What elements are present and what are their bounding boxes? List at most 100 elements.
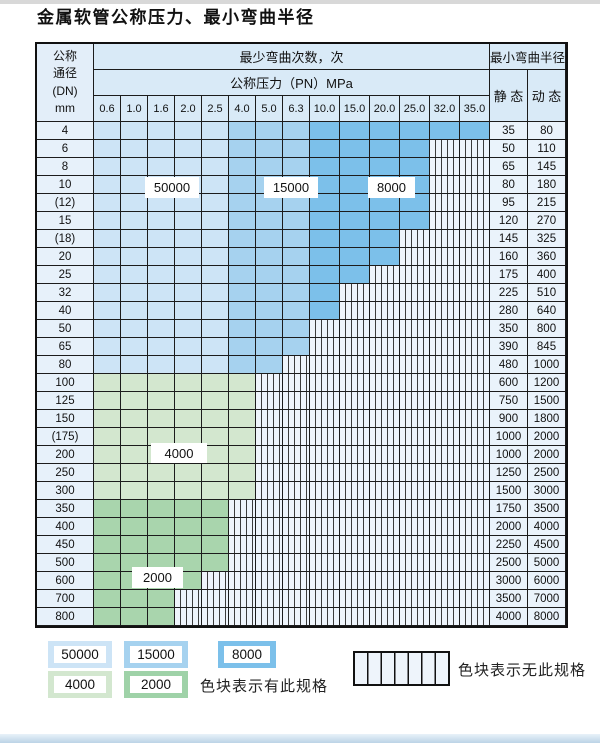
pressure-cell-available [310, 284, 340, 302]
pressure-cell-no-spec [430, 464, 460, 482]
pressure-cell-no-spec [370, 356, 400, 374]
pressure-cell-available [148, 302, 175, 320]
pressure-cell-available [202, 176, 229, 194]
pressure-cell-no-spec [340, 428, 370, 446]
static-value-cell: 120 [490, 212, 528, 230]
static-value-cell: 35 [490, 122, 528, 140]
pressure-cell-available [175, 266, 202, 284]
pressure-cell-available [229, 302, 256, 320]
pressure-cell-no-spec [400, 554, 430, 572]
pressure-cell-available [121, 374, 148, 392]
pressure-cell-no-spec [400, 374, 430, 392]
static-value-cell: 2500 [490, 554, 528, 572]
dynamic-value-cell: 400 [528, 266, 566, 284]
pressure-cell-no-spec [430, 482, 460, 500]
pressure-cell-available [175, 536, 202, 554]
pressure-cell-no-spec [370, 518, 400, 536]
pressure-cell-no-spec [430, 230, 460, 248]
pressure-cell-available [94, 248, 121, 266]
pressure-cell-available [175, 482, 202, 500]
pressure-cell-no-spec [202, 608, 229, 626]
dynamic-value-cell: 110 [528, 140, 566, 158]
dn-cell: 100 [37, 374, 94, 392]
zone-label-8000: 8000 [368, 177, 415, 198]
pressure-cell-available [202, 554, 229, 572]
pressure-cell-available [175, 140, 202, 158]
pressure-cell-no-spec [340, 482, 370, 500]
pressure-cell-available [370, 122, 400, 140]
dn-cell: 4 [37, 122, 94, 140]
pressure-cell-no-spec [283, 554, 310, 572]
pressure-cell-no-spec [460, 554, 490, 572]
pressure-cell-available [175, 230, 202, 248]
dynamic-value-cell: 360 [528, 248, 566, 266]
pressure-cell-no-spec [370, 302, 400, 320]
pressure-cell-no-spec [400, 536, 430, 554]
pressure-cell-no-spec [340, 410, 370, 428]
pressure-cell-available [121, 536, 148, 554]
dn-cell: 125 [37, 392, 94, 410]
legend-swatch-15000: 15000 [124, 641, 188, 668]
pressure-cell-no-spec [310, 608, 340, 626]
pressure-cell-no-spec [229, 608, 256, 626]
pressure-cell-available [340, 194, 370, 212]
dynamic-value-cell: 4000 [528, 518, 566, 536]
static-value-cell: 480 [490, 356, 528, 374]
pressure-cell-no-spec [310, 392, 340, 410]
pressure-cell-no-spec [430, 140, 460, 158]
static-value-cell: 175 [490, 266, 528, 284]
pressure-cell-no-spec [430, 392, 460, 410]
pressure-cell-available [148, 536, 175, 554]
pressure-cell-no-spec [229, 518, 256, 536]
pressure-cell-available [202, 284, 229, 302]
pressure-cell-available [94, 320, 121, 338]
pressure-cell-available [202, 536, 229, 554]
pressure-column-header: 15.0 [340, 96, 370, 122]
pressure-cell-available [175, 500, 202, 518]
pressure-cell-available [229, 428, 256, 446]
dn-cell: 25 [37, 266, 94, 284]
dn-cell: 10 [37, 176, 94, 194]
radius-header-cell: 最小弯曲半径 [490, 44, 566, 70]
legend-swatch-label: 15000 [130, 646, 182, 663]
static-value-cell: 1250 [490, 464, 528, 482]
pressure-cell-available [229, 410, 256, 428]
pressure-cell-available [94, 356, 121, 374]
pressure-cell-available [256, 122, 283, 140]
pressure-cell-no-spec [340, 572, 370, 590]
pressure-cell-no-spec [283, 392, 310, 410]
dynamic-value-cell: 6000 [528, 572, 566, 590]
pressure-cell-available [340, 212, 370, 230]
pressure-cell-no-spec [430, 158, 460, 176]
legend-swatch-2000: 2000 [124, 671, 188, 698]
pressure-cell-available [148, 338, 175, 356]
pressure-cell-available [283, 140, 310, 158]
pressure-cell-no-spec [256, 392, 283, 410]
pressure-cell-no-spec [340, 518, 370, 536]
pressure-cell-no-spec [460, 158, 490, 176]
pressure-cell-available [310, 194, 340, 212]
pressure-cell-available [121, 410, 148, 428]
pressure-cell-available [256, 284, 283, 302]
pressure-column-header: 35.0 [460, 96, 490, 122]
pressure-cell-no-spec [283, 590, 310, 608]
pressure-cell-no-spec [400, 302, 430, 320]
pressure-cell-available [256, 338, 283, 356]
pressure-cell-no-spec [283, 374, 310, 392]
pressure-cell-no-spec [310, 572, 340, 590]
pressure-cell-no-spec [460, 248, 490, 266]
pressure-cell-available [94, 482, 121, 500]
pressure-cell-available [256, 140, 283, 158]
pressure-cell-available [202, 230, 229, 248]
pressure-cell-available [229, 266, 256, 284]
pressure-cell-no-spec [256, 536, 283, 554]
dn-cell: 300 [37, 482, 94, 500]
pressure-cell-no-spec [400, 392, 430, 410]
spec-table: 公称 通径 (DN) mm 最少弯曲次数，次 最小弯曲半径 公称压力（PN）MP… [35, 42, 568, 628]
pressure-cell-available [121, 176, 148, 194]
pressure-cell-available [229, 284, 256, 302]
pressure-cell-no-spec [370, 446, 400, 464]
pressure-cell-available [340, 230, 370, 248]
pressure-cell-no-spec [400, 590, 430, 608]
